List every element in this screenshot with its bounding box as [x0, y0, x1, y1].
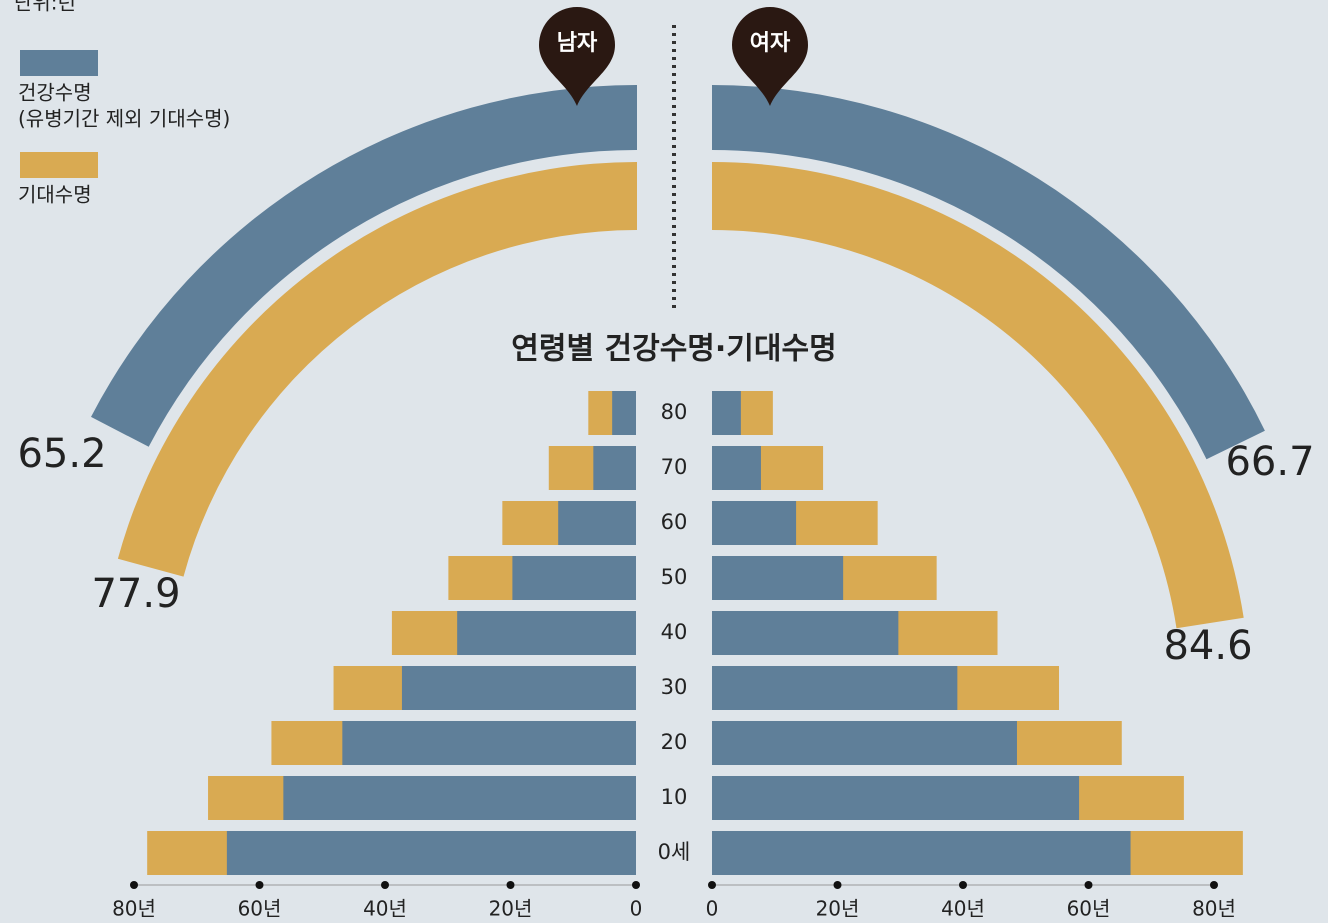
x-tick-label: 0	[630, 897, 643, 921]
arc-band	[91, 85, 637, 447]
x-tick-label: 0	[706, 897, 719, 921]
category-label: 0세	[658, 840, 691, 864]
bar	[712, 501, 797, 545]
arc-band	[712, 162, 1244, 629]
category-label: 20	[661, 730, 688, 754]
arc-band	[117, 162, 637, 577]
tick-mark	[1210, 881, 1218, 889]
x-tick-label: 20년	[816, 897, 860, 921]
chart-title: 연령별 건강수명·기대수명	[511, 332, 836, 367]
bar	[342, 721, 636, 765]
category-label: 50	[661, 565, 688, 589]
arc-value-label: 66.7	[1225, 439, 1314, 485]
category-label: 70	[661, 455, 688, 479]
x-tick-label: 40년	[941, 897, 985, 921]
category-label: 80	[661, 400, 688, 424]
tick-mark	[1084, 881, 1093, 889]
bar	[712, 391, 741, 435]
x-tick-label: 60년	[1067, 897, 1111, 921]
legend-swatch	[20, 152, 98, 178]
legend-swatch	[20, 50, 98, 76]
side-pin	[539, 6, 615, 107]
tick-mark	[130, 881, 138, 889]
bar	[401, 666, 636, 710]
bar	[226, 831, 636, 875]
bar	[712, 611, 899, 655]
side-label: 여자	[750, 31, 791, 56]
bar	[712, 831, 1131, 875]
x-tick-label: 40년	[363, 897, 407, 921]
x-tick-label: 20년	[489, 897, 533, 921]
legend-label: 건강수명	[18, 81, 92, 105]
bar	[457, 611, 636, 655]
x-tick-label: 60년	[238, 897, 282, 921]
tick-mark	[381, 881, 389, 889]
x-tick-label: 80년	[1192, 897, 1236, 921]
category-label: 40	[661, 620, 688, 644]
bar	[712, 721, 1017, 765]
arc-value-label: 84.6	[1163, 623, 1252, 669]
category-label: 30	[661, 675, 688, 699]
tick-mark	[959, 881, 967, 889]
category-label: 10	[661, 785, 688, 809]
arc-value-label: 77.9	[91, 571, 180, 617]
unit-note: 단위:년	[14, 0, 76, 15]
bar	[612, 391, 636, 435]
legend-note: (유병기간 제외 기대수명)	[18, 107, 230, 131]
tick-mark	[632, 881, 640, 889]
category-label: 60	[661, 510, 688, 534]
bar	[712, 666, 958, 710]
arc-band	[712, 85, 1265, 460]
side-label: 남자	[557, 31, 598, 56]
bar	[512, 556, 636, 600]
tick-mark	[708, 881, 716, 889]
tick-mark	[833, 881, 842, 889]
tick-mark	[255, 881, 264, 889]
arc-value-label: 65.2	[17, 431, 106, 477]
tick-mark	[506, 881, 515, 889]
bar	[283, 776, 636, 820]
legend-label: 기대수명	[18, 183, 92, 207]
side-pin	[732, 7, 808, 106]
bar	[712, 556, 844, 600]
bar	[712, 446, 761, 490]
bar	[593, 446, 636, 490]
bar	[558, 501, 636, 545]
x-tick-label: 80년	[112, 897, 156, 921]
bar	[712, 776, 1080, 820]
